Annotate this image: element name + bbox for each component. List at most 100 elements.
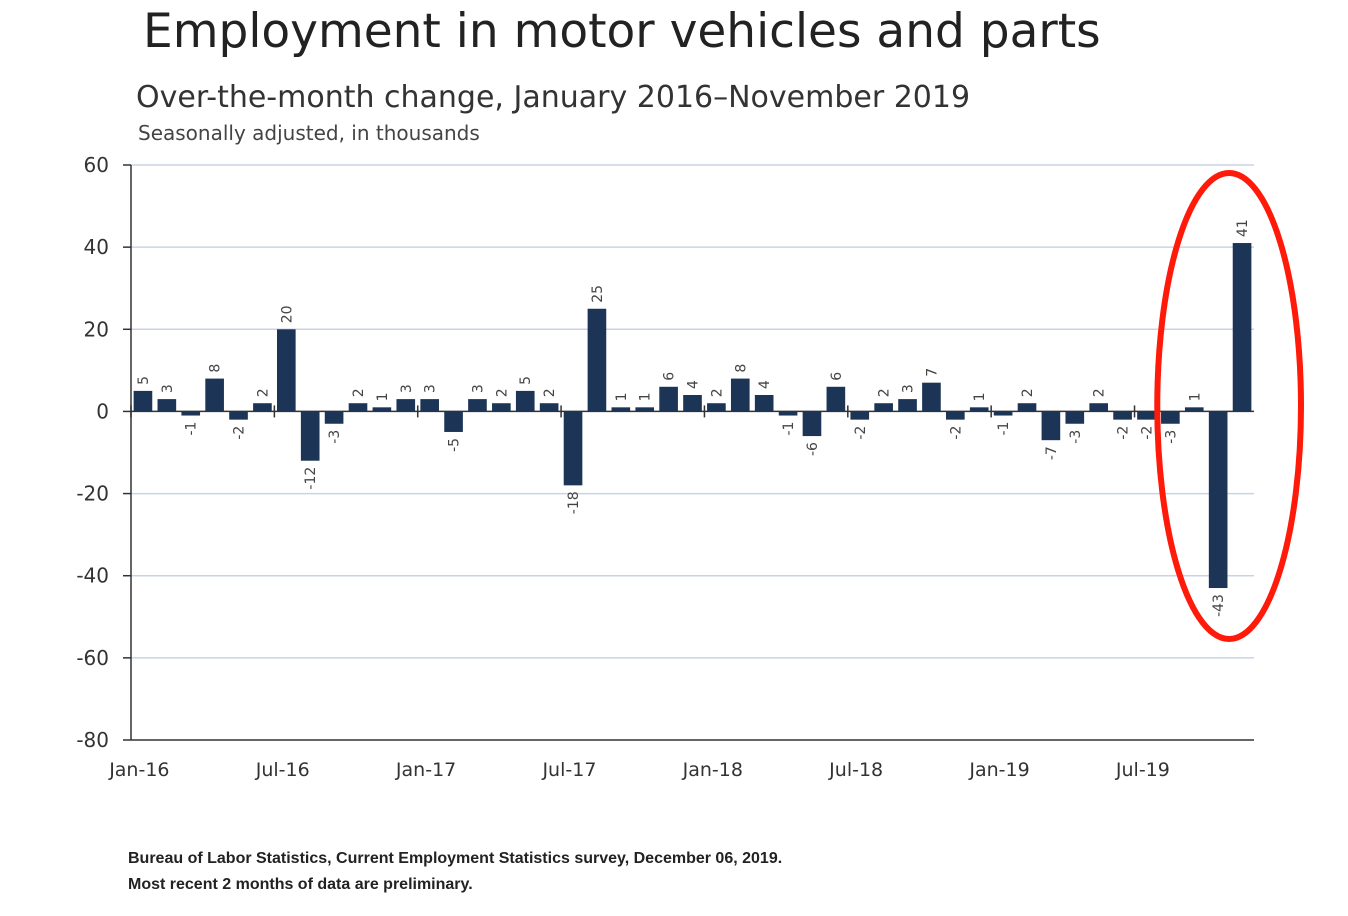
data-label: 6 [829, 372, 845, 381]
data-label: 1 [638, 392, 654, 401]
data-label: 2 [709, 388, 725, 397]
data-label: 3 [160, 384, 176, 393]
data-label: -6 [805, 442, 821, 456]
y-tick-label: 20 [84, 317, 109, 341]
bar [133, 390, 153, 412]
bar [420, 399, 439, 412]
bar [324, 411, 344, 424]
data-label: -7 [1044, 446, 1060, 460]
data-label: -43 [1211, 594, 1227, 617]
axes: 60 40 20 0 -20 -40 -60 -80 Jan-16 Jul-16 Jan-17 Jul… [76, 153, 1254, 781]
data-label: 1 [375, 392, 391, 401]
source-note: Bureau of Labor Statistics, Current Empl… [128, 846, 782, 898]
bar [993, 411, 1013, 416]
x-tick-label: Jul-16 [255, 759, 310, 781]
bar [1065, 411, 1085, 424]
bar [539, 403, 559, 412]
bar [969, 407, 989, 412]
data-label: -1 [996, 422, 1012, 436]
data-label: 2 [351, 388, 367, 397]
source-line-1: Bureau of Labor Statistics, Current Empl… [128, 850, 783, 867]
x-tick-label: Jul-18 [828, 759, 883, 781]
data-label: -2 [853, 426, 869, 440]
bar [587, 308, 607, 412]
bar [1113, 411, 1132, 420]
chart-title: Employment in motor vehicles and parts [143, 4, 1101, 59]
x-tick-label: Jan-17 [395, 759, 456, 781]
data-label: 3 [423, 384, 439, 393]
bar [1017, 403, 1037, 412]
x-tick-label: Jan-16 [108, 759, 169, 781]
data-label: 8 [208, 364, 224, 373]
bar [1184, 407, 1204, 412]
data-label: 8 [733, 364, 749, 373]
bar [1232, 243, 1252, 412]
bar [874, 403, 893, 412]
data-label: 6 [662, 372, 678, 381]
y-tick-label: 60 [84, 153, 109, 177]
bar [205, 378, 224, 412]
bar [563, 411, 583, 486]
data-label: -2 [1139, 426, 1155, 440]
chart-subtitle: Over-the-month change, January 2016–Nove… [136, 80, 971, 115]
bar [778, 411, 798, 416]
bar [253, 403, 272, 412]
bar [659, 386, 678, 412]
bar [157, 399, 177, 412]
bar [754, 395, 774, 412]
data-label: -1 [184, 422, 200, 436]
bar [635, 407, 655, 412]
data-label: 2 [255, 388, 271, 397]
bar [1041, 411, 1061, 441]
data-label: -12 [303, 467, 319, 490]
data-label: 2 [1020, 388, 1036, 397]
data-label: 2 [542, 388, 558, 397]
data-label: -3 [327, 430, 343, 444]
unit-note: Seasonally adjusted, in thousands [138, 121, 480, 145]
bar [396, 399, 416, 412]
data-label: 3 [399, 384, 415, 393]
y-tick-label: 0 [96, 399, 109, 423]
gridlines [131, 164, 1254, 659]
y-tick-label: -20 [76, 482, 109, 506]
data-label: -3 [1068, 430, 1084, 444]
bar [468, 399, 487, 412]
bar [1089, 403, 1109, 412]
data-label: 3 [901, 384, 917, 393]
data-label: 5 [518, 376, 534, 385]
bars [133, 243, 1252, 589]
bar [802, 411, 822, 437]
x-tick-label: Jul-17 [541, 759, 596, 781]
data-label: 2 [877, 388, 893, 397]
x-tick-label: Jan-18 [682, 759, 743, 781]
data-label: -5 [447, 438, 463, 452]
data-label: 1 [972, 392, 988, 401]
bar [898, 399, 917, 412]
bar [922, 382, 941, 412]
data-label: 41 [1235, 219, 1251, 237]
data-label: 2 [1092, 388, 1108, 397]
data-label: -1 [781, 422, 797, 436]
data-label: 4 [686, 380, 702, 389]
data-label: -2 [232, 426, 248, 440]
data-label: 4 [757, 380, 773, 389]
data-label: 2 [494, 388, 510, 397]
data-label: -2 [1116, 426, 1132, 440]
annotations [1154, 170, 1304, 642]
bar [348, 403, 368, 412]
bar [826, 386, 846, 412]
bar [730, 378, 750, 412]
data-label: 7 [924, 368, 940, 377]
y-tick-label: -40 [76, 564, 109, 588]
bar [515, 390, 535, 412]
bar [444, 411, 463, 432]
bar [683, 395, 702, 412]
x-tick-label: Jul-19 [1115, 759, 1170, 781]
bar [276, 329, 296, 412]
bar [1137, 411, 1156, 420]
bar [372, 407, 392, 412]
bar [850, 411, 870, 420]
y-tick-label: -80 [76, 728, 109, 752]
bar [611, 407, 631, 412]
